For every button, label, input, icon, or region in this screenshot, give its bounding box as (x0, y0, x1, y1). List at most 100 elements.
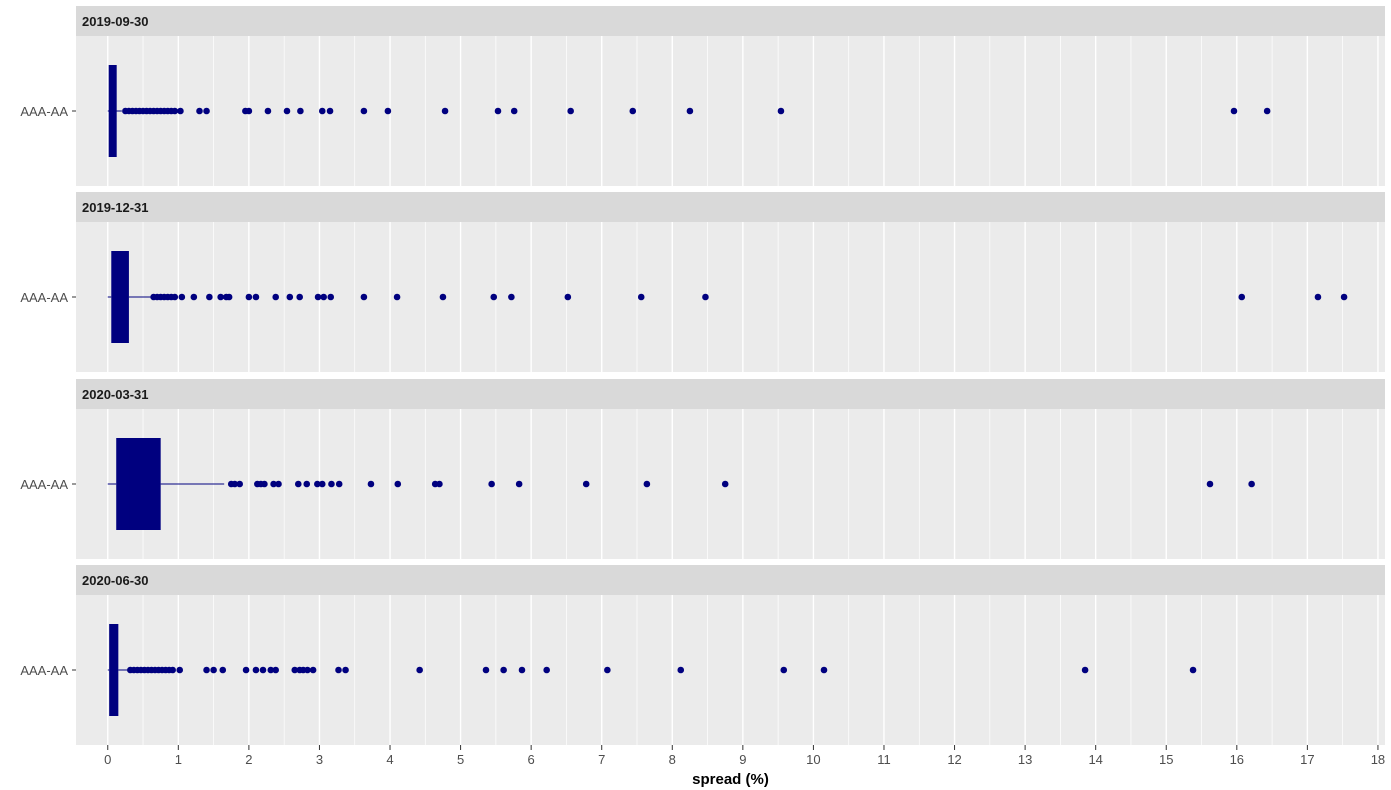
outlier-point (518, 666, 526, 674)
outlier-point (267, 666, 275, 674)
x-tick-label: 18 (1371, 752, 1385, 767)
x-tick-label: 7 (598, 752, 605, 767)
box-iqr (111, 251, 129, 343)
outlier-point (820, 666, 828, 674)
outlier-point (721, 480, 729, 488)
x-tick-label: 11 (877, 752, 891, 767)
outlier-point (1081, 666, 1089, 674)
outlier-point (270, 480, 277, 488)
outlier-point (261, 480, 268, 488)
x-tick-label: 6 (528, 752, 535, 767)
outlier-point (314, 293, 322, 301)
outlier-point (294, 480, 302, 488)
outlier-point (259, 666, 267, 674)
outlier-point (177, 107, 184, 115)
outlier-point (515, 480, 523, 488)
outlier-point (643, 480, 651, 488)
outlier-point (482, 666, 490, 674)
outlier-point (217, 293, 224, 301)
outlier-point (360, 107, 368, 115)
outlier-point (304, 666, 311, 674)
outlier-point (441, 107, 449, 115)
outlier-point (367, 480, 375, 488)
box-iqr (109, 624, 119, 716)
outlier-point (178, 293, 186, 301)
facet-strip (76, 192, 1385, 222)
outlier-point (297, 107, 304, 115)
outlier-point (219, 666, 227, 674)
x-tick-label: 9 (739, 752, 746, 767)
outlier-point (394, 480, 402, 488)
outlier-point (393, 293, 401, 301)
outlier-point (780, 666, 788, 674)
facet-strip-label: 2019-12-31 (82, 200, 149, 215)
x-tick-label: 4 (386, 752, 393, 767)
outlier-point (360, 293, 368, 301)
x-tick-label: 14 (1088, 752, 1102, 767)
outlier-point (416, 666, 423, 674)
outlier-point (291, 666, 299, 674)
outlier-point (564, 293, 572, 301)
outlier-point (436, 480, 443, 488)
facet-strip-label: 2020-06-30 (82, 573, 149, 588)
outlier-point (303, 480, 311, 488)
outlier-point (1230, 107, 1238, 115)
outlier-point (335, 666, 342, 674)
outlier-point (488, 480, 495, 488)
outlier-point (203, 666, 210, 674)
outlier-point (328, 480, 335, 488)
outlier-point (1248, 480, 1255, 488)
outlier-point (272, 666, 280, 674)
outlier-point (283, 107, 291, 115)
outlier-point (245, 107, 253, 115)
outlier-point (245, 293, 253, 301)
y-category-label: AAA-AA (20, 477, 68, 492)
outlier-point (582, 480, 590, 488)
outlier-point (206, 293, 213, 301)
outlier-point (1340, 293, 1348, 301)
facet-panel (76, 222, 1385, 372)
x-tick-label: 10 (806, 752, 820, 767)
outlier-point (320, 293, 327, 301)
y-category-label: AAA-AA (20, 104, 68, 119)
outlier-point (629, 107, 637, 115)
outlier-point (309, 666, 317, 674)
outlier-point (508, 293, 515, 301)
outlier-point (252, 666, 260, 674)
outlier-point (318, 107, 326, 115)
outlier-point (1238, 293, 1246, 301)
facet-strip-label: 2019-09-30 (82, 14, 149, 29)
outlier-point (1314, 293, 1322, 301)
x-tick-label: 1 (175, 752, 182, 767)
x-axis-title: spread (%) (692, 771, 769, 788)
outlier-point (225, 293, 233, 301)
facet-strip (76, 379, 1385, 409)
outlier-point (637, 293, 645, 301)
outlier-point (326, 107, 334, 115)
x-tick-label: 16 (1230, 752, 1244, 767)
outlier-point (686, 107, 694, 115)
outlier-point (286, 293, 294, 301)
outlier-point (604, 666, 611, 674)
x-tick-label: 13 (1018, 752, 1032, 767)
outlier-point (702, 293, 709, 301)
outlier-point (335, 480, 343, 488)
outlier-point (1189, 666, 1197, 674)
outlier-point (439, 293, 447, 301)
outlier-point (275, 480, 282, 488)
outlier-point (190, 293, 198, 301)
y-category-label: AAA-AA (20, 290, 68, 305)
outlier-point (490, 293, 498, 301)
outlier-point (169, 666, 176, 674)
outlier-point (1206, 480, 1214, 488)
outlier-point (203, 107, 210, 115)
outlier-point (236, 480, 244, 488)
outlier-point (327, 293, 335, 301)
outlier-point (494, 107, 502, 115)
x-tick-label: 12 (947, 752, 961, 767)
x-tick-label: 2 (245, 752, 252, 767)
outlier-point (318, 480, 326, 488)
outlier-point (210, 666, 217, 674)
box-iqr (116, 438, 161, 530)
